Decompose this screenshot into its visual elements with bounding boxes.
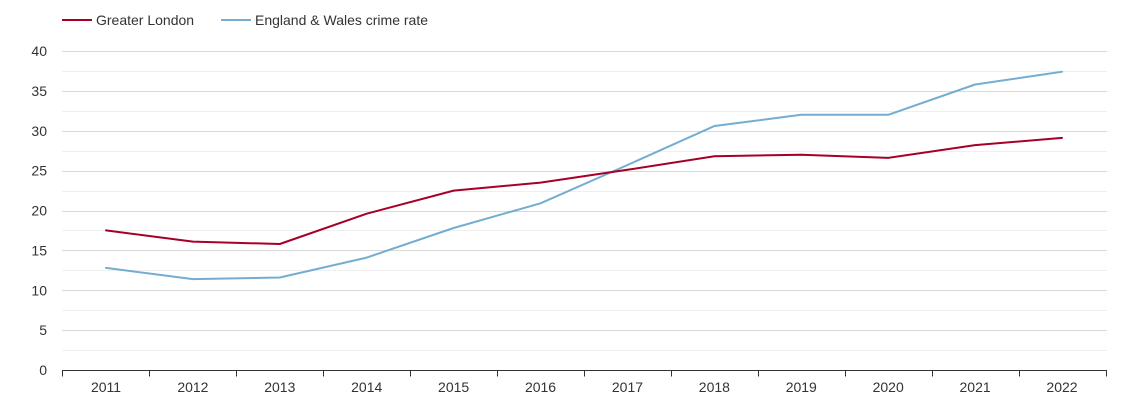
y-tick-label: 20	[31, 203, 47, 219]
y-axis-tick-labels: 0 5 10 15 20 25 30 35 40	[31, 43, 47, 378]
y-tick-label: 30	[31, 123, 47, 139]
x-tick-label: 2019	[786, 379, 817, 395]
y-tick-label: 15	[31, 242, 47, 258]
x-axis-tick-labels: 2011 2012 2013 2014 2015 2016 2017 2018 2019 2020…	[91, 379, 1078, 395]
x-tick-label: 2016	[525, 379, 556, 395]
legend-item-greater-london[interactable]: Greater London	[62, 12, 194, 28]
grid-lines	[62, 51, 1107, 351]
x-tick-label: 2014	[351, 379, 382, 395]
series-lines	[105, 70, 1063, 281]
y-tick-label: 40	[31, 43, 47, 59]
x-tick-label: 2013	[264, 379, 295, 395]
y-tick-label: 10	[31, 282, 47, 298]
series-line-england-wales	[105, 70, 1063, 281]
x-tick-label: 2017	[612, 379, 643, 395]
legend: Greater London England & Wales crime rate	[62, 12, 428, 28]
y-tick-label: 0	[39, 362, 47, 378]
x-tick-label: 2018	[699, 379, 730, 395]
x-tick-label: 2020	[873, 379, 904, 395]
x-tick-label: 2011	[91, 379, 121, 395]
legend-item-england-wales[interactable]: England & Wales crime rate	[221, 12, 428, 28]
legend-label: Greater London	[96, 12, 194, 28]
x-tick-label: 2022	[1046, 379, 1077, 395]
y-tick-label: 25	[31, 163, 47, 179]
legend-label: England & Wales crime rate	[255, 12, 428, 28]
x-tick-label: 2015	[438, 379, 469, 395]
series-line-greater-london	[105, 136, 1063, 245]
y-tick-label: 35	[31, 83, 47, 99]
x-axis	[62, 370, 1107, 377]
x-tick-label: 2012	[177, 379, 208, 395]
x-tick-label: 2021	[960, 379, 991, 395]
y-tick-label: 5	[39, 322, 47, 338]
